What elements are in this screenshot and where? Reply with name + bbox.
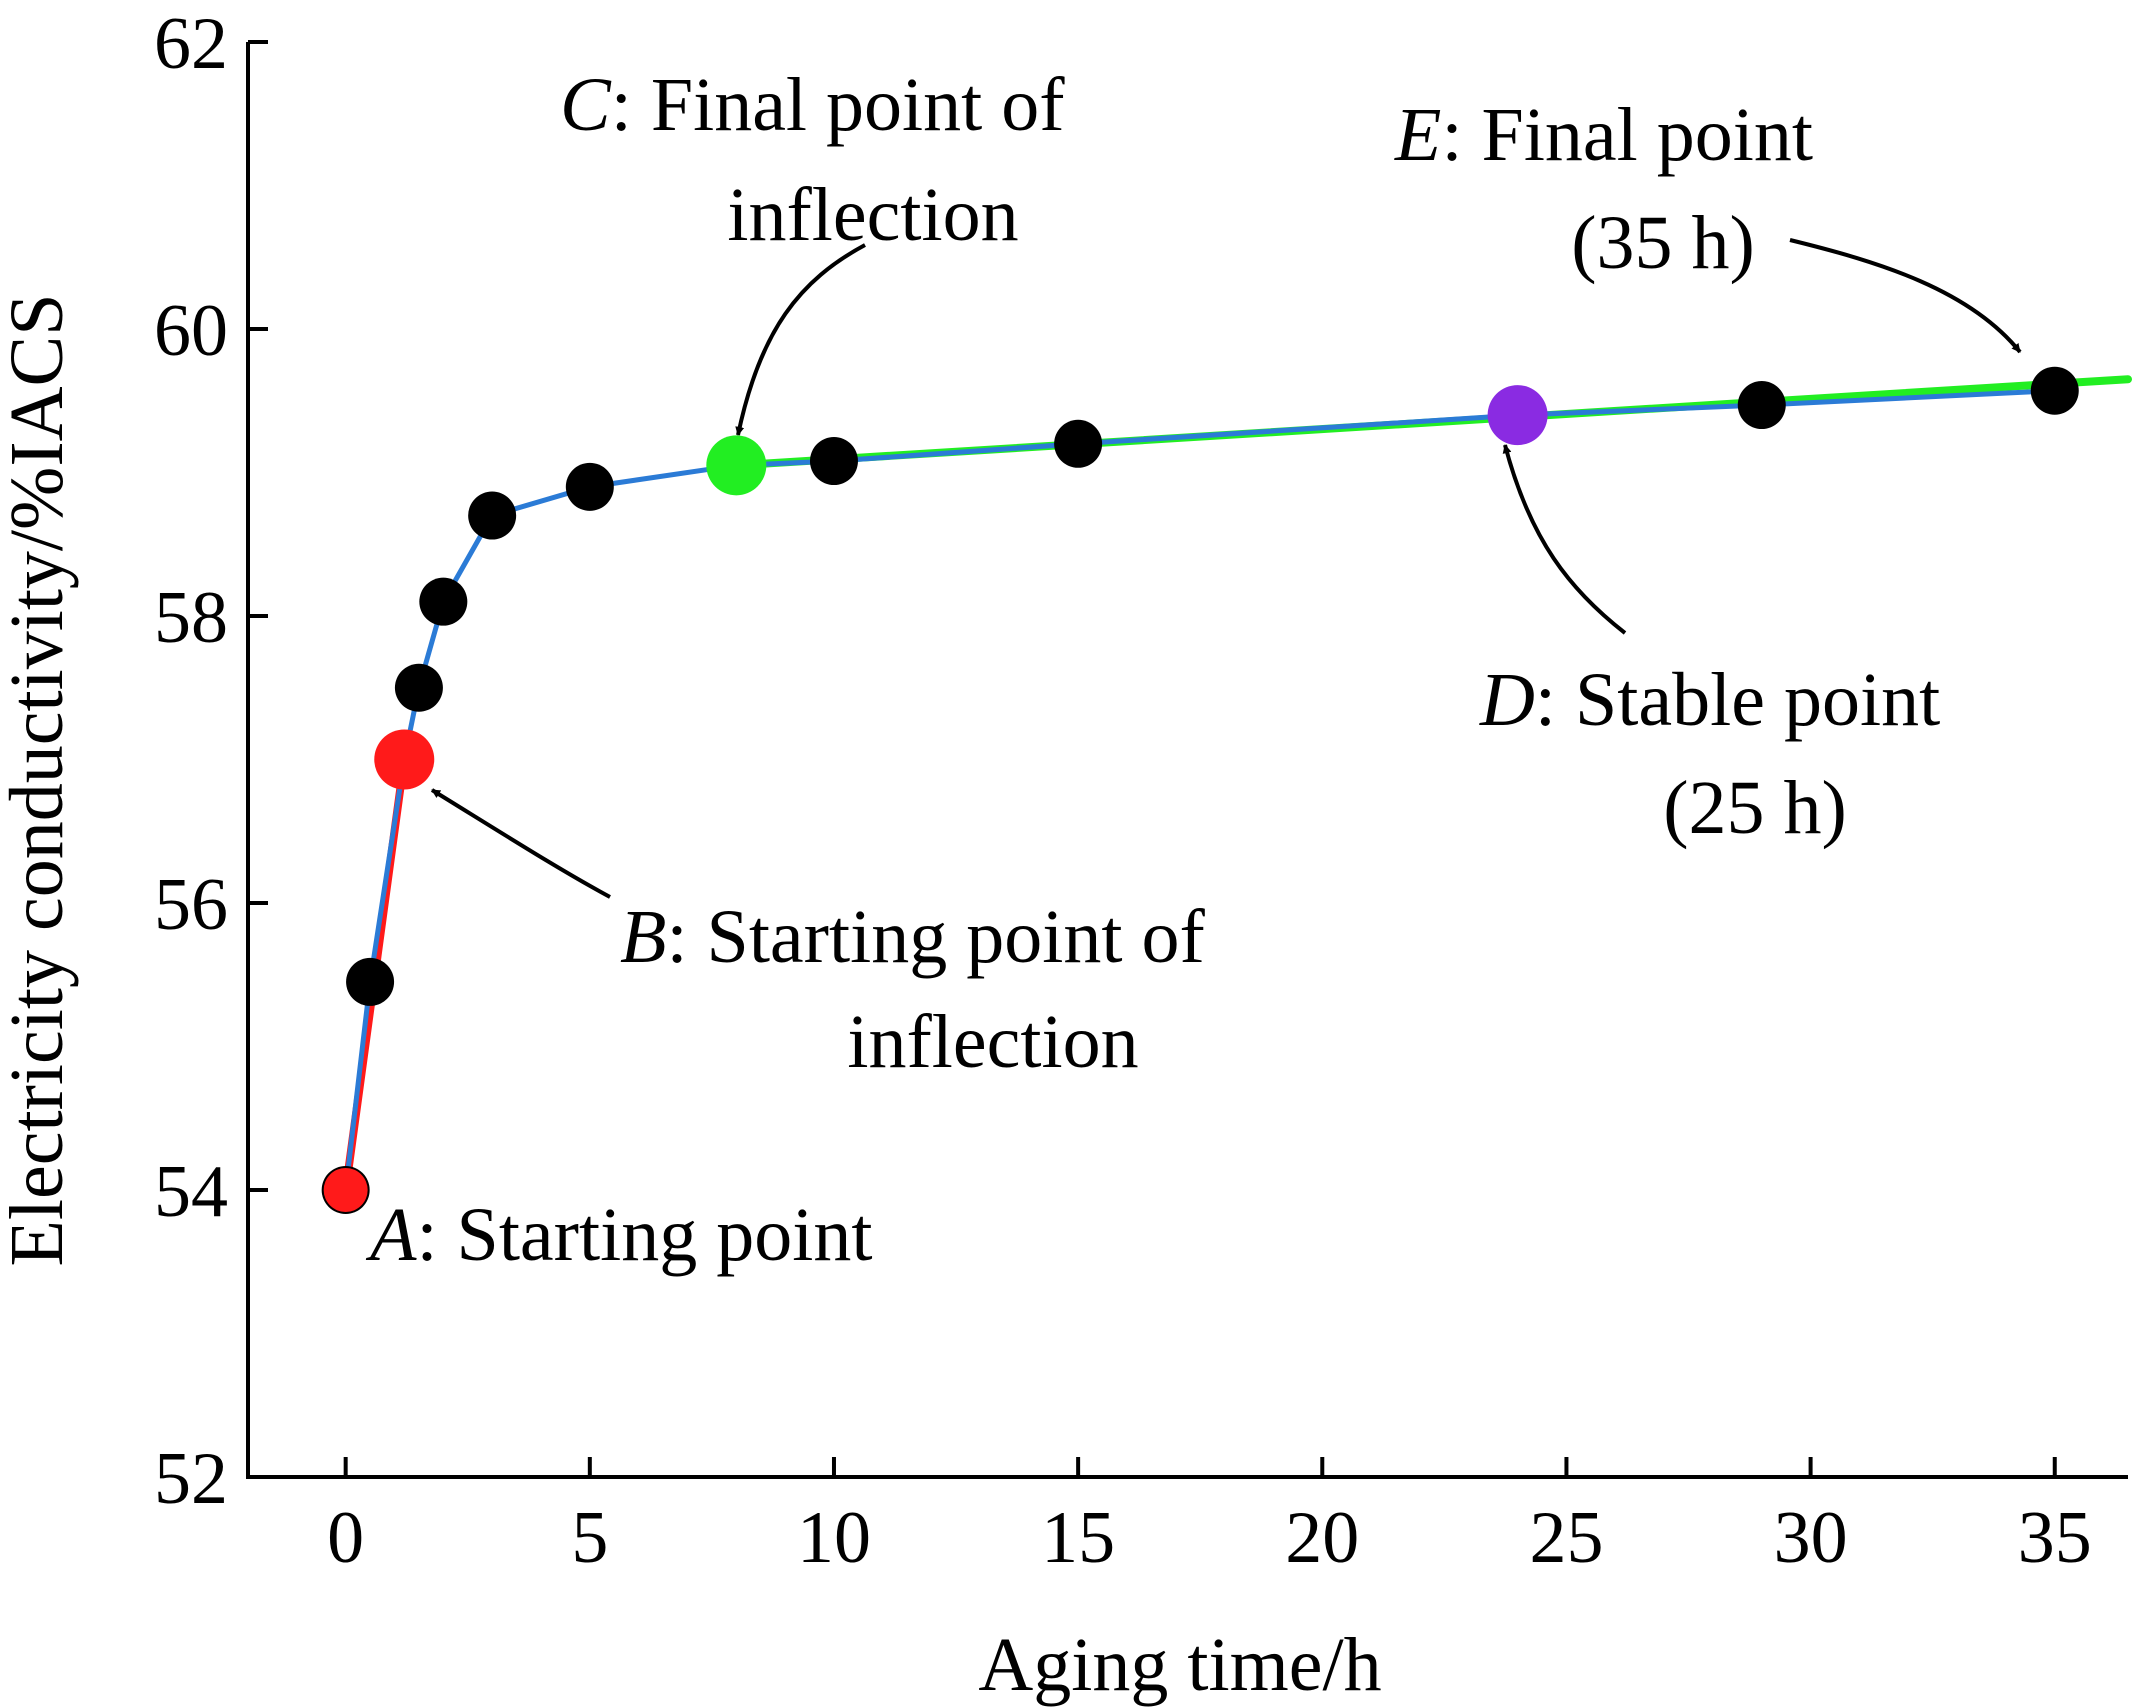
annotation-arrow: [735, 243, 866, 436]
data-point: [565, 462, 614, 511]
data-point: [809, 437, 858, 486]
annotation-d: D: Stable point (25 h): [1479, 658, 1940, 850]
highlight-point-a: [323, 1168, 368, 1212]
x-tick-label: 10: [797, 1497, 871, 1579]
annotation-arrow: [1502, 444, 1627, 635]
x-tick-label: 20: [1285, 1497, 1359, 1579]
annotation-letter: E: [1394, 93, 1441, 177]
annotation-line: E: Final point: [1394, 93, 1813, 177]
y-tick-label: 62: [154, 3, 228, 85]
x-tick-label: 5: [571, 1497, 608, 1579]
annotation-text: : Final point of: [611, 63, 1066, 147]
annotation-arrow: [1789, 238, 2022, 354]
annotation-line: inflection: [727, 173, 1018, 257]
x-tick-label: 15: [1041, 1497, 1115, 1579]
annotation-a: A: Starting point: [365, 1193, 872, 1277]
annotation-line: C: Final point of: [560, 63, 1065, 147]
data-point: [394, 663, 443, 712]
highlight-point-d: [1487, 385, 1548, 446]
annotation-line: B: Starting point of: [620, 895, 1205, 979]
data-point: [346, 957, 395, 1006]
y-tick-label: 58: [154, 577, 228, 659]
x-tick-label: 35: [2018, 1497, 2092, 1579]
y-tick-label: 56: [154, 864, 228, 946]
annotation-c: C: Final point of inflection: [560, 63, 1065, 257]
annotation-b: B: Starting point of inflection: [620, 895, 1205, 1084]
fit-lines: [341, 375, 2132, 1194]
annotation-text: : Final point: [1441, 93, 1813, 177]
annotation-line: inflection: [847, 1000, 1138, 1084]
data-point: [1054, 419, 1103, 468]
annotation-e: E: Final point (35 h): [1394, 93, 1813, 285]
highlight-point-c: [706, 435, 767, 496]
annotation-line: A: Starting point: [365, 1193, 872, 1277]
annotation-line: D: Stable point: [1479, 658, 1940, 742]
annotation-text: : Stable point: [1535, 658, 1940, 742]
data-point: [419, 577, 468, 626]
annotation-arrows: [430, 238, 2022, 899]
y-tick-label: 52: [154, 1438, 228, 1520]
x-tick-label: 25: [1529, 1497, 1603, 1579]
annotation-letter: C: [560, 63, 612, 147]
y-tick-label: 54: [154, 1151, 228, 1233]
data-point: [2030, 366, 2079, 415]
annotation-text: : Starting point of: [666, 895, 1205, 979]
annotation-line: (25 h): [1663, 766, 1847, 850]
x-tick-label: 30: [1774, 1497, 1848, 1579]
annotation-letter: B: [620, 895, 666, 979]
y-axis-ticks: 52 54 56 58 60 62: [154, 3, 268, 1520]
data-point: [1737, 381, 1786, 430]
annotations: A: Starting point B: Starting point of inf…: [365, 63, 1940, 1277]
x-axis-ticks: 0 5 10 15 20 25 30 35: [327, 1457, 2092, 1579]
annotation-letter: A: [365, 1193, 417, 1277]
x-axis-title: Aging time/h: [978, 1623, 1381, 1707]
annotation-letter: D: [1479, 658, 1535, 742]
y-tick-label: 60: [154, 290, 228, 372]
annotation-text: : Starting point: [416, 1193, 872, 1277]
y-axis-title: Electricity conductivity/%IACS: [0, 293, 79, 1266]
annotation-line: (35 h): [1571, 201, 1755, 285]
highlight-point-b: [374, 729, 435, 790]
data-point: [468, 491, 517, 540]
annotation-arrow: [430, 788, 611, 899]
highlight-points: [323, 385, 1548, 1212]
x-tick-label: 0: [327, 1497, 364, 1579]
